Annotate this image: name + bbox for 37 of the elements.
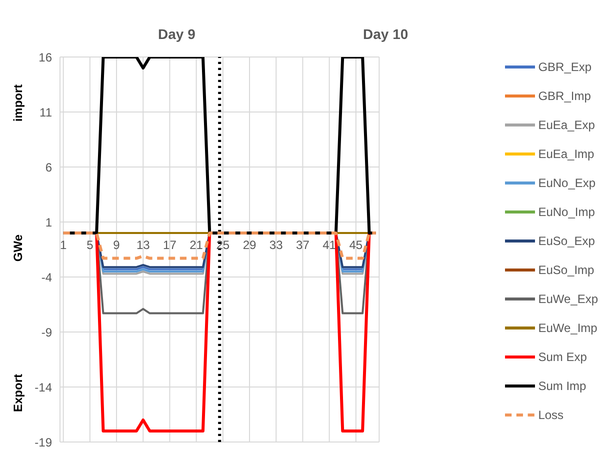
y-tick-label: -19 bbox=[34, 435, 52, 450]
x-tick-label: 33 bbox=[269, 238, 284, 252]
x-tick-label: 5 bbox=[86, 238, 94, 252]
x-tick-label: 13 bbox=[136, 238, 150, 252]
legend-label: EuNo_Exp bbox=[538, 176, 596, 190]
legend-label: EuNo_Imp bbox=[538, 204, 595, 218]
x-tick-label: 45 bbox=[349, 238, 363, 252]
legend-label: EuWe_Imp bbox=[538, 320, 598, 334]
y-tick-label: 11 bbox=[40, 105, 52, 120]
x-tick-label: 29 bbox=[242, 238, 257, 252]
legend-label: EuSo_Exp bbox=[538, 234, 595, 248]
y-tick-label: 16 bbox=[38, 50, 52, 64]
x-tick-label: 9 bbox=[113, 238, 120, 252]
legend-label: EuSo_Imp bbox=[538, 262, 594, 276]
legend-label: Sum Imp bbox=[538, 378, 586, 392]
x-tick-label: 21 bbox=[190, 238, 204, 252]
text: import bbox=[11, 84, 25, 122]
legend-label: EuEa_Exp bbox=[538, 118, 595, 132]
legend-label: Sum Exp bbox=[538, 350, 587, 364]
y-tick-label: 6 bbox=[45, 160, 52, 174]
legend-label: GBR_Imp bbox=[538, 88, 591, 102]
x-tick-label: 37 bbox=[296, 238, 310, 252]
x-tick-label: 1 bbox=[60, 238, 67, 252]
x-tick-label: 17 bbox=[163, 238, 177, 252]
y-tick-label: 1 bbox=[45, 215, 52, 230]
legend-label: EuEa_Imp bbox=[538, 146, 594, 160]
y-tick-label: -14 bbox=[34, 380, 52, 394]
legend-label: Loss bbox=[538, 408, 564, 422]
y-tick-label: -9 bbox=[41, 325, 52, 340]
y-tick-label: -4 bbox=[41, 270, 52, 284]
text: Export bbox=[11, 374, 25, 412]
legend-label: GBR_Exp bbox=[538, 60, 592, 74]
legend-label: EuWe_Exp bbox=[538, 292, 598, 306]
text: Day 10 bbox=[363, 26, 408, 42]
text: Day 9 bbox=[158, 26, 196, 42]
y-axis-title: GWe bbox=[11, 234, 25, 262]
x-tick-label: 25 bbox=[216, 238, 230, 252]
